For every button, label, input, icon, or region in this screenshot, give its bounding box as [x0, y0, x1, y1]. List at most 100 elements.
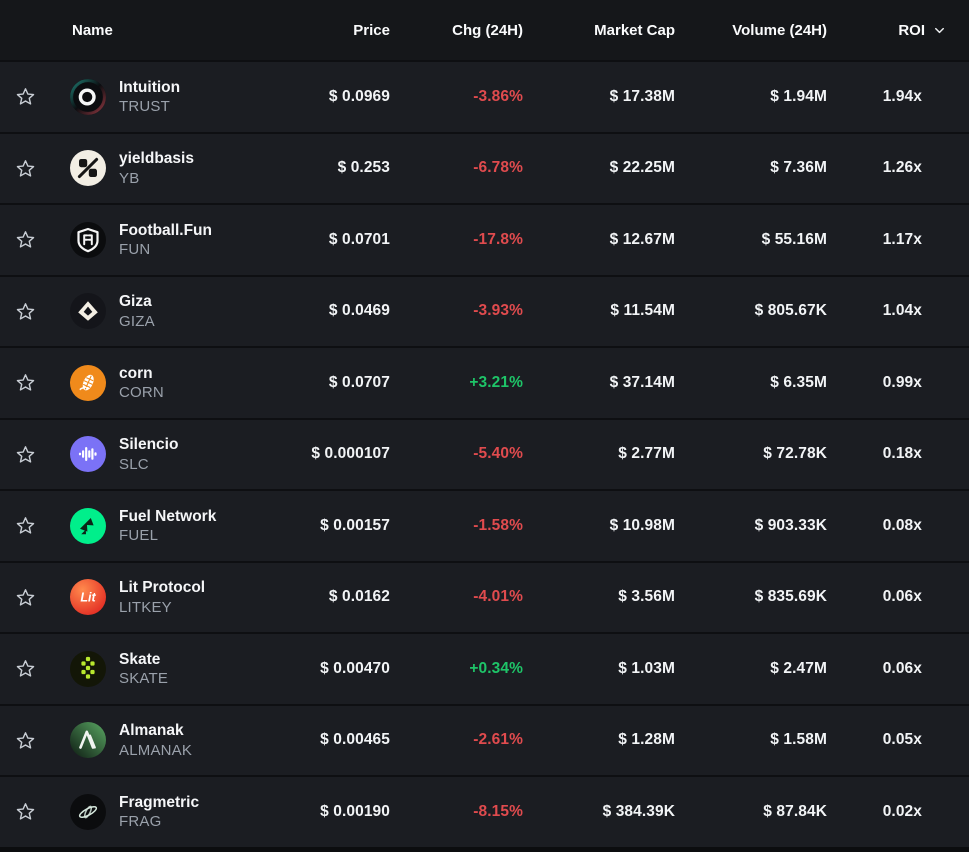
table-row[interactable]: Skate SKATE $ 0.00470 +0.34% $ 1.03M $ 2… [0, 632, 969, 704]
col-header-market-cap-label: Market Cap [594, 21, 675, 39]
market-cap-cell: $ 384.39K [602, 802, 675, 820]
price-cell: $ 0.000107 [311, 445, 390, 463]
col-header-volume-label: Volume (24H) [732, 21, 827, 39]
price-cell: $ 0.0162 [328, 588, 390, 606]
favorite-star-button[interactable] [13, 728, 38, 753]
market-cap-cell: $ 37.14M [609, 373, 675, 391]
roi-cell: 1.26x [882, 159, 922, 177]
price-cell: $ 0.00157 [320, 516, 390, 534]
market-cap-cell: $ 1.03M [618, 659, 675, 677]
price-cell: $ 0.00470 [320, 659, 390, 677]
price-cell: $ 0.0469 [328, 302, 390, 320]
col-header-name[interactable]: Name [56, 22, 270, 39]
col-header-name-label: Name [72, 21, 113, 39]
frag-token-icon [70, 793, 106, 830]
change-cell: +0.34% [469, 659, 523, 677]
volume-cell: $ 903.33K [754, 516, 827, 534]
change-cell: -2.61% [473, 731, 523, 749]
favorite-star-button[interactable] [13, 84, 38, 109]
favorite-star-button[interactable] [13, 156, 38, 181]
change-cell: -1.58% [473, 516, 523, 534]
price-cell: $ 0.0969 [328, 87, 390, 105]
col-header-market-cap[interactable]: Market Cap [523, 22, 675, 39]
table-row[interactable]: Silencio SLC $ 0.000107 -5.40% $ 2.77M $… [0, 417, 969, 489]
table-row[interactable]: corn CORN $ 0.0707 +3.21% $ 37.14M $ 6.3… [0, 346, 969, 418]
roi-cell: 1.17x [882, 230, 922, 248]
svg-text:Lit: Lit [80, 591, 96, 605]
favorite-star-button[interactable] [13, 585, 38, 610]
star-icon [15, 229, 36, 250]
star-icon [15, 515, 36, 536]
volume-cell: $ 7.36M [770, 159, 827, 177]
change-cell: +3.21% [469, 373, 523, 391]
table-row[interactable]: Football.Fun FUN $ 0.0701 -17.8% $ 12.67… [0, 203, 969, 275]
fuel-token-icon [70, 507, 106, 544]
token-symbol: ALMANAK [119, 741, 193, 759]
star-icon [15, 444, 36, 465]
yb-token-icon [70, 150, 106, 187]
table-row[interactable]: Fragmetric FRAG $ 0.00190 -8.15% $ 384.3… [0, 775, 969, 847]
token-name: yieldbasis [119, 150, 194, 167]
roi-cell: 0.99x [882, 373, 922, 391]
star-icon [15, 658, 36, 679]
col-header-chg-label: Chg (24H) [452, 21, 523, 39]
volume-cell: $ 1.94M [770, 87, 827, 105]
table-row[interactable]: Giza GIZA $ 0.0469 -3.93% $ 11.54M $ 805… [0, 274, 969, 346]
litkey-token-icon: Lit [70, 579, 106, 616]
volume-cell: $ 6.35M [770, 373, 827, 391]
token-symbol: FUEL [119, 527, 159, 544]
token-symbol: SLC [119, 455, 149, 473]
col-header-price[interactable]: Price [270, 22, 390, 39]
token-name: Intuition [119, 78, 181, 96]
change-cell: -8.15% [473, 802, 523, 820]
volume-cell: $ 805.67K [754, 302, 827, 320]
price-cell: $ 0.253 [337, 159, 390, 177]
market-cap-cell: $ 10.98M [609, 516, 675, 534]
table-row[interactable]: yieldbasis YB $ 0.253 -6.78% $ 22.25M $ … [0, 131, 969, 203]
col-header-roi-sort[interactable]: ROI [827, 22, 947, 39]
roi-cell: 0.06x [882, 659, 922, 677]
market-cap-cell: $ 17.38M [609, 87, 675, 105]
favorite-star-button[interactable] [13, 513, 38, 538]
market-cap-cell: $ 3.56M [618, 588, 675, 606]
skate-token-icon [70, 650, 106, 687]
token-symbol: LITKEY [119, 598, 172, 616]
favorite-star-button[interactable] [13, 370, 38, 395]
table-row[interactable]: Intuition TRUST $ 0.0969 -3.86% $ 17.38M… [0, 60, 969, 132]
roi-cell: 0.06x [882, 588, 922, 606]
token-symbol: FRAG [119, 813, 162, 830]
roi-cell: 1.04x [882, 302, 922, 320]
col-header-price-label: Price [353, 21, 390, 39]
col-header-chg[interactable]: Chg (24H) [390, 22, 523, 39]
volume-cell: $ 55.16M [761, 230, 827, 248]
token-symbol: CORN [119, 384, 164, 401]
token-name: Fragmetric [119, 793, 200, 811]
roi-cell: 0.02x [882, 802, 922, 820]
volume-cell: $ 2.47M [770, 659, 827, 677]
volume-cell: $ 835.69K [754, 588, 827, 606]
change-cell: -5.40% [473, 445, 523, 463]
favorite-star-button[interactable] [13, 656, 38, 681]
table-body: Intuition TRUST $ 0.0969 -3.86% $ 17.38M… [0, 60, 969, 847]
token-name: Skate [119, 650, 161, 668]
token-name: Football.Fun [119, 221, 212, 239]
price-cell: $ 0.0701 [328, 230, 390, 248]
favorite-star-button[interactable] [13, 799, 38, 824]
table-row[interactable]: Fuel Network FUEL $ 0.00157 -1.58% $ 10.… [0, 489, 969, 561]
token-name: corn [119, 364, 153, 382]
col-header-volume[interactable]: Volume (24H) [675, 22, 827, 39]
favorite-star-button[interactable] [13, 442, 38, 467]
volume-cell: $ 1.58M [770, 731, 827, 749]
table-row[interactable]: Lit Lit Protocol LITKEY $ 0.0162 -4.01% … [0, 560, 969, 632]
table-row[interactable]: Almanak ALMANAK $ 0.00465 -2.61% $ 1.28M… [0, 703, 969, 775]
trust-token-icon [70, 78, 106, 115]
roi-cell: 0.18x [882, 445, 922, 463]
token-name: Lit Protocol [119, 579, 206, 596]
col-header-roi-label: ROI [898, 21, 925, 39]
roi-cell: 0.05x [882, 731, 922, 749]
favorite-star-button[interactable] [13, 227, 38, 252]
market-cap-cell: $ 1.28M [618, 731, 675, 749]
favorite-star-button[interactable] [13, 299, 38, 324]
roi-cell: 0.08x [882, 516, 922, 534]
